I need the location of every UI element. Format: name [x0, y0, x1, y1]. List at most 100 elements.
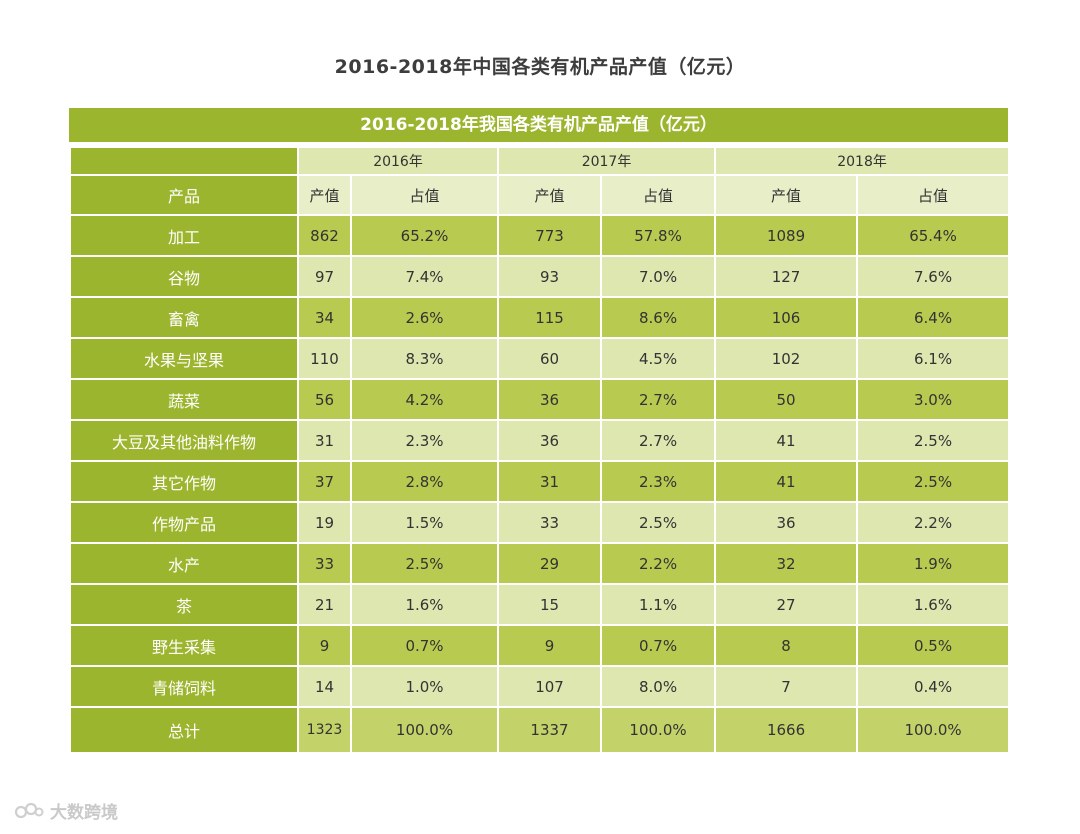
value-2016-cell: 56 [297, 378, 352, 421]
table-row: 野生采集 9 0.7% 9 0.7% 8 0.5% [69, 624, 1011, 667]
brand-logo-icon [14, 802, 44, 818]
value-2017-cell: 115 [497, 296, 603, 339]
table-row: 加工 862 65.2% 773 57.8% 1089 65.4% [69, 214, 1011, 257]
product-label: 茶 [69, 583, 299, 626]
value-2016-cell: 862 [297, 214, 352, 257]
share-2017-cell: 0.7% [600, 624, 717, 667]
value-2017-header: 产值 [497, 174, 603, 216]
value-2016-cell: 34 [297, 296, 352, 339]
value-2016-cell: 97 [297, 255, 352, 298]
product-label: 加工 [69, 214, 299, 257]
value-2017-cell: 1337 [497, 706, 603, 754]
share-2017-cell: 100.0% [600, 706, 717, 754]
value-2016-cell: 14 [297, 665, 352, 708]
share-2017-cell: 7.0% [600, 255, 717, 298]
share-2017-cell: 8.0% [600, 665, 717, 708]
product-label: 大豆及其他油料作物 [69, 419, 299, 462]
table-row: 水产 33 2.5% 29 2.2% 32 1.9% [69, 542, 1011, 585]
value-2018-cell: 41 [714, 419, 859, 462]
product-label: 谷物 [69, 255, 299, 298]
share-2017-cell: 2.2% [600, 542, 717, 585]
page-title: 2016-2018年中国各类有机产品产值（亿元） [334, 56, 746, 78]
value-2016-cell: 33 [297, 542, 352, 585]
value-2018-cell: 32 [714, 542, 859, 585]
value-2017-cell: 773 [497, 214, 603, 257]
share-2017-cell: 2.3% [600, 460, 717, 503]
share-2018-cell: 65.4% [856, 214, 1011, 257]
share-2016-header: 占值 [349, 174, 500, 216]
value-2018-cell: 36 [714, 501, 859, 544]
table-row: 作物产品 19 1.5% 33 2.5% 36 2.2% [69, 501, 1011, 544]
share-2016-cell: 4.2% [349, 378, 500, 421]
product-label: 其它作物 [69, 460, 299, 503]
value-2018-cell: 1666 [714, 706, 859, 754]
year-2018-header: 2018年 [714, 146, 1011, 176]
share-2017-cell: 2.5% [600, 501, 717, 544]
product-label: 蔬菜 [69, 378, 299, 421]
value-2017-cell: 31 [497, 460, 603, 503]
share-2018-cell: 3.0% [856, 378, 1011, 421]
share-2016-cell: 8.3% [349, 337, 500, 380]
share-2018-cell: 0.5% [856, 624, 1011, 667]
share-2016-cell: 1.0% [349, 665, 500, 708]
value-2018-cell: 27 [714, 583, 859, 626]
value-2016-cell: 19 [297, 501, 352, 544]
year-header-row: 2016年 2017年 2018年 [69, 146, 1011, 176]
share-2018-cell: 2.2% [856, 501, 1011, 544]
value-2018-header: 产值 [714, 174, 859, 216]
value-2016-cell: 1323 [297, 706, 352, 754]
share-2018-cell: 2.5% [856, 419, 1011, 462]
value-2017-cell: 36 [497, 378, 603, 421]
watermark: 大数跨境 [14, 798, 118, 823]
product-label: 总计 [69, 706, 299, 754]
share-2018-header: 占值 [856, 174, 1011, 216]
value-2017-cell: 9 [497, 624, 603, 667]
table-row: 青储饲料 14 1.0% 107 8.0% 7 0.4% [69, 665, 1011, 708]
share-2016-cell: 2.5% [349, 542, 500, 585]
table-row: 蔬菜 56 4.2% 36 2.7% 50 3.0% [69, 378, 1011, 421]
share-2016-cell: 1.6% [349, 583, 500, 626]
share-2017-cell: 8.6% [600, 296, 717, 339]
table-row: 大豆及其他油料作物 31 2.3% 36 2.7% 41 2.5% [69, 419, 1011, 462]
value-2018-cell: 102 [714, 337, 859, 380]
value-2018-cell: 127 [714, 255, 859, 298]
table-caption: 2016-2018年我国各类有机产品产值（亿元） [69, 108, 1008, 142]
table-row: 其它作物 37 2.8% 31 2.3% 41 2.5% [69, 460, 1011, 503]
share-2016-cell: 2.8% [349, 460, 500, 503]
total-row: 总计 1323 100.0% 1337 100.0% 1666 100.0% [69, 706, 1011, 754]
data-table-wrapper: 2016-2018年我国各类有机产品产值（亿元） 2016年 2017年 201… [69, 108, 1011, 754]
product-column-header: 产品 [69, 174, 299, 216]
share-2018-cell: 7.6% [856, 255, 1011, 298]
table-row: 茶 21 1.6% 15 1.1% 27 1.6% [69, 583, 1011, 626]
value-2017-cell: 93 [497, 255, 603, 298]
year-2017-header: 2017年 [497, 146, 717, 176]
share-2016-cell: 7.4% [349, 255, 500, 298]
share-2017-header: 占值 [600, 174, 717, 216]
value-2016-cell: 9 [297, 624, 352, 667]
value-2018-cell: 41 [714, 460, 859, 503]
value-2016-cell: 37 [297, 460, 352, 503]
value-2018-cell: 106 [714, 296, 859, 339]
share-2018-cell: 6.4% [856, 296, 1011, 339]
share-2016-cell: 2.3% [349, 419, 500, 462]
share-2018-cell: 2.5% [856, 460, 1011, 503]
product-label: 水果与坚果 [69, 337, 299, 380]
share-2016-cell: 65.2% [349, 214, 500, 257]
share-2018-cell: 0.4% [856, 665, 1011, 708]
share-2016-cell: 0.7% [349, 624, 500, 667]
data-table: 2016年 2017年 2018年 产品 产值 占值 产值 占值 产值 占值 加… [69, 146, 1011, 754]
year-2016-header: 2016年 [296, 146, 500, 176]
share-2017-cell: 2.7% [600, 419, 717, 462]
product-label: 水产 [69, 542, 299, 585]
product-label: 畜禽 [69, 296, 299, 339]
value-2017-cell: 33 [497, 501, 603, 544]
value-2018-cell: 8 [714, 624, 859, 667]
table-row: 谷物 97 7.4% 93 7.0% 127 7.6% [69, 255, 1011, 298]
product-label: 作物产品 [69, 501, 299, 544]
watermark-text: 大数跨境 [50, 803, 118, 823]
share-2016-cell: 100.0% [349, 706, 500, 754]
share-2018-cell: 1.6% [856, 583, 1011, 626]
share-2018-cell: 6.1% [856, 337, 1011, 380]
value-2018-cell: 50 [714, 378, 859, 421]
share-2017-cell: 1.1% [600, 583, 717, 626]
